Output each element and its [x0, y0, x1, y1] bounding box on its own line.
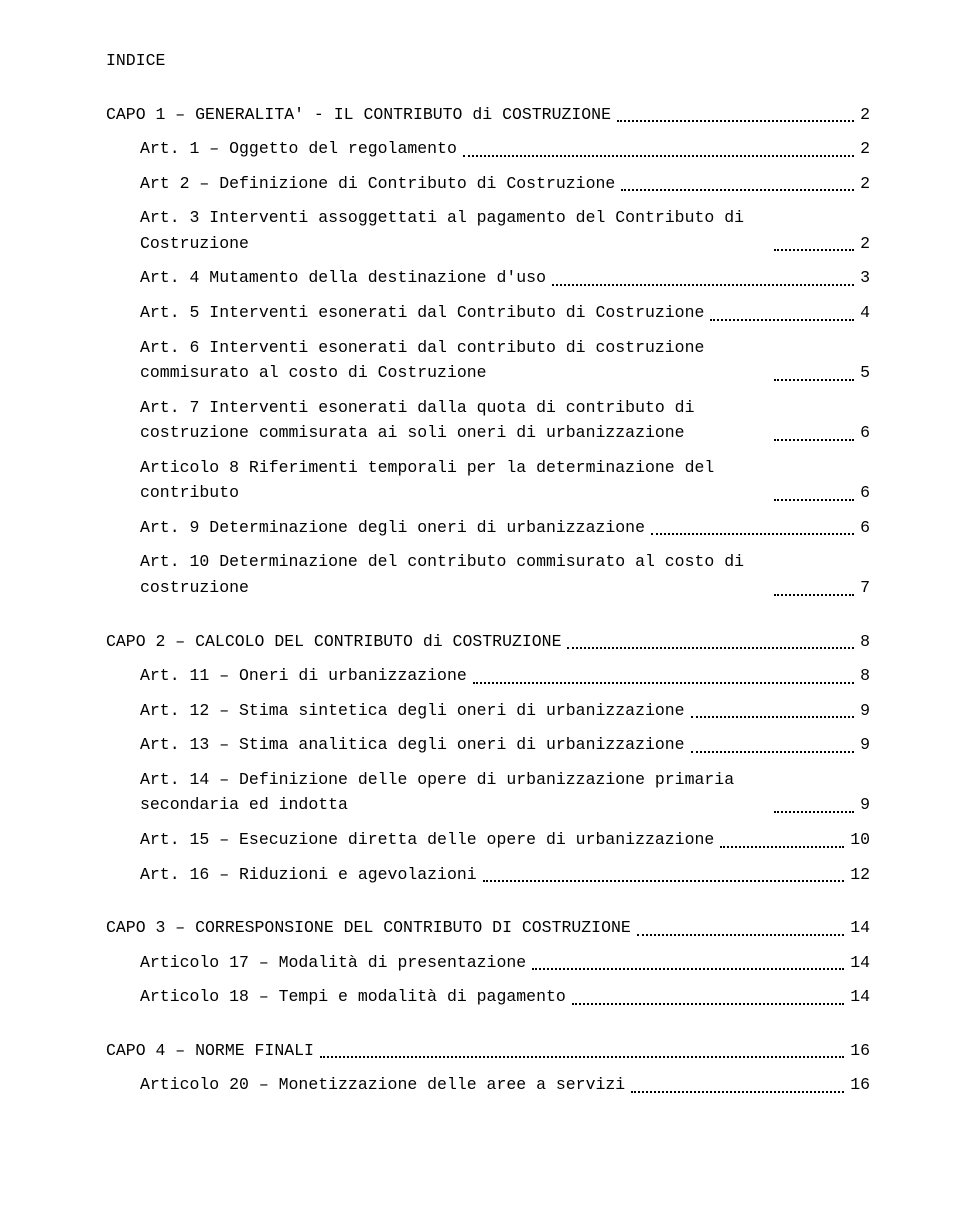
toc-article-row[interactable]: Art. 16 – Riduzioni e agevolazioni 12 [140, 862, 870, 888]
toc-article-label: Art. 6 Interventi esonerati dal contribu… [140, 335, 768, 386]
toc-article-page: 7 [860, 575, 870, 601]
toc-article-page: 10 [850, 827, 870, 853]
toc-article-page: 9 [860, 792, 870, 818]
toc-leader-dots [532, 968, 844, 970]
toc-leader-dots [720, 846, 844, 848]
toc-article-row[interactable]: Art. 10 Determinazione del contributo co… [140, 549, 870, 600]
toc-article-row[interactable]: Art. 11 – Oneri di urbanizzazione 8 [140, 663, 870, 689]
toc-article-page: 14 [850, 984, 870, 1010]
toc-article-label: Art. 9 Determinazione degli oneri di urb… [140, 515, 645, 541]
toc-article-page: 12 [850, 862, 870, 888]
toc-chapter-page: 8 [860, 629, 870, 655]
toc-article-row[interactable]: Art. 14 – Definizione delle opere di urb… [140, 767, 870, 818]
toc-chapter-row[interactable]: CAPO 4 – NORME FINALI 16 [106, 1038, 870, 1064]
toc-article-label: Art. 10 Determinazione del contributo co… [140, 549, 768, 600]
toc-article-label: Art. 4 Mutamento della destinazione d'us… [140, 265, 546, 291]
toc-article-label: Art 2 – Definizione di Contributo di Cos… [140, 171, 615, 197]
toc-article-page: 16 [850, 1072, 870, 1098]
toc-chapter-page: 14 [850, 915, 870, 941]
toc-leader-dots [774, 811, 854, 813]
toc-chapter-row[interactable]: CAPO 1 – GENERALITA' - IL CONTRIBUTO di … [106, 102, 870, 128]
toc-chapter: CAPO 3 – CORRESPONSIONE DEL CONTRIBUTO D… [106, 915, 870, 1010]
toc-article-page: 14 [850, 950, 870, 976]
toc-leader-dots [320, 1056, 844, 1058]
toc-article-page: 2 [860, 171, 870, 197]
toc-article-label: Art. 3 Interventi assoggettati al pagame… [140, 205, 768, 256]
toc-chapter: CAPO 2 – CALCOLO DEL CONTRIBUTO di COSTR… [106, 629, 870, 888]
toc-article-page: 2 [860, 136, 870, 162]
toc-leader-dots [572, 1003, 844, 1005]
toc-article-row[interactable]: Art. 5 Interventi esonerati dal Contribu… [140, 300, 870, 326]
toc-article-row[interactable]: Art. 4 Mutamento della destinazione d'us… [140, 265, 870, 291]
toc-leader-dots [710, 319, 854, 321]
toc-leader-dots [637, 934, 844, 936]
toc-chapter: CAPO 1 – GENERALITA' - IL CONTRIBUTO di … [106, 102, 870, 601]
toc-chapter-label: CAPO 1 – GENERALITA' - IL CONTRIBUTO di … [106, 102, 611, 128]
toc-article-page: 6 [860, 480, 870, 506]
toc-leader-dots [463, 155, 854, 157]
toc-article-label: Art. 13 – Stima analitica degli oneri di… [140, 732, 685, 758]
toc-chapter-label: CAPO 2 – CALCOLO DEL CONTRIBUTO di COSTR… [106, 629, 561, 655]
toc-article-label: Art. 5 Interventi esonerati dal Contribu… [140, 300, 704, 326]
toc-article-row[interactable]: Art. 3 Interventi assoggettati al pagame… [140, 205, 870, 256]
toc-leader-dots [631, 1091, 844, 1093]
toc-leader-dots [617, 120, 854, 122]
toc-article-row[interactable]: Art. 7 Interventi esonerati dalla quota … [140, 395, 870, 446]
toc-article-page: 9 [860, 732, 870, 758]
toc-article-label: Art. 15 – Esecuzione diretta delle opere… [140, 827, 714, 853]
toc-leader-dots [552, 284, 854, 286]
toc-leader-dots [621, 189, 854, 191]
toc-chapter-label: CAPO 3 – CORRESPONSIONE DEL CONTRIBUTO D… [106, 915, 631, 941]
toc-article-label: Art. 11 – Oneri di urbanizzazione [140, 663, 467, 689]
toc-leader-dots [651, 533, 854, 535]
toc-chapter-row[interactable]: CAPO 2 – CALCOLO DEL CONTRIBUTO di COSTR… [106, 629, 870, 655]
toc-article-page: 6 [860, 420, 870, 446]
toc-article-row[interactable]: Art. 9 Determinazione degli oneri di urb… [140, 515, 870, 541]
toc-leader-dots [774, 379, 854, 381]
toc-article-label: Art. 1 – Oggetto del regolamento [140, 136, 457, 162]
toc-leader-dots [691, 751, 855, 753]
toc-article-page: 2 [860, 231, 870, 257]
toc-leader-dots [483, 880, 845, 882]
toc-article-row[interactable]: Articolo 20 – Monetizzazione delle aree … [140, 1072, 870, 1098]
toc-article-row[interactable]: Art. 12 – Stima sintetica degli oneri di… [140, 698, 870, 724]
toc-leader-dots [473, 682, 854, 684]
toc-article-page: 9 [860, 698, 870, 724]
toc-article-label: Articolo 17 – Modalità di presentazione [140, 950, 526, 976]
toc-article-page: 3 [860, 265, 870, 291]
toc-chapter-row[interactable]: CAPO 3 – CORRESPONSIONE DEL CONTRIBUTO D… [106, 915, 870, 941]
toc-article-page: 6 [860, 515, 870, 541]
toc-body: CAPO 1 – GENERALITA' - IL CONTRIBUTO di … [106, 102, 870, 1098]
page-title: INDICE [106, 48, 870, 74]
toc-article-label: Art. 16 – Riduzioni e agevolazioni [140, 862, 477, 888]
toc-chapter-page: 16 [850, 1038, 870, 1064]
toc-article-row[interactable]: Art. 1 – Oggetto del regolamento 2 [140, 136, 870, 162]
toc-chapter: CAPO 4 – NORME FINALI 16 Articolo 20 – Mon… [106, 1038, 870, 1098]
toc-article-row[interactable]: Art. 15 – Esecuzione diretta delle opere… [140, 827, 870, 853]
toc-article-label: Art. 14 – Definizione delle opere di urb… [140, 767, 768, 818]
toc-article-label: Articolo 18 – Tempi e modalità di pagame… [140, 984, 566, 1010]
toc-article-label: Articolo 8 Riferimenti temporali per la … [140, 455, 768, 506]
toc-article-page: 4 [860, 300, 870, 326]
toc-article-row[interactable]: Art. 13 – Stima analitica degli oneri di… [140, 732, 870, 758]
toc-chapter-page: 2 [860, 102, 870, 128]
toc-article-label: Art. 12 – Stima sintetica degli oneri di… [140, 698, 685, 724]
toc-chapter-label: CAPO 4 – NORME FINALI [106, 1038, 314, 1064]
toc-article-row[interactable]: Articolo 8 Riferimenti temporali per la … [140, 455, 870, 506]
toc-article-row[interactable]: Art 2 – Definizione di Contributo di Cos… [140, 171, 870, 197]
toc-article-row[interactable]: Art. 6 Interventi esonerati dal contribu… [140, 335, 870, 386]
toc-leader-dots [774, 249, 854, 251]
toc-leader-dots [691, 716, 855, 718]
toc-leader-dots [774, 439, 854, 441]
toc-leader-dots [774, 499, 854, 501]
toc-article-page: 5 [860, 360, 870, 386]
toc-article-label: Articolo 20 – Monetizzazione delle aree … [140, 1072, 625, 1098]
toc-article-page: 8 [860, 663, 870, 689]
toc-article-row[interactable]: Articolo 17 – Modalità di presentazione 1… [140, 950, 870, 976]
toc-leader-dots [774, 594, 854, 596]
toc-article-label: Art. 7 Interventi esonerati dalla quota … [140, 395, 768, 446]
toc-page: INDICE CAPO 1 – GENERALITA' - IL CONTRIB… [0, 0, 960, 1186]
toc-article-row[interactable]: Articolo 18 – Tempi e modalità di pagame… [140, 984, 870, 1010]
toc-leader-dots [567, 647, 854, 649]
